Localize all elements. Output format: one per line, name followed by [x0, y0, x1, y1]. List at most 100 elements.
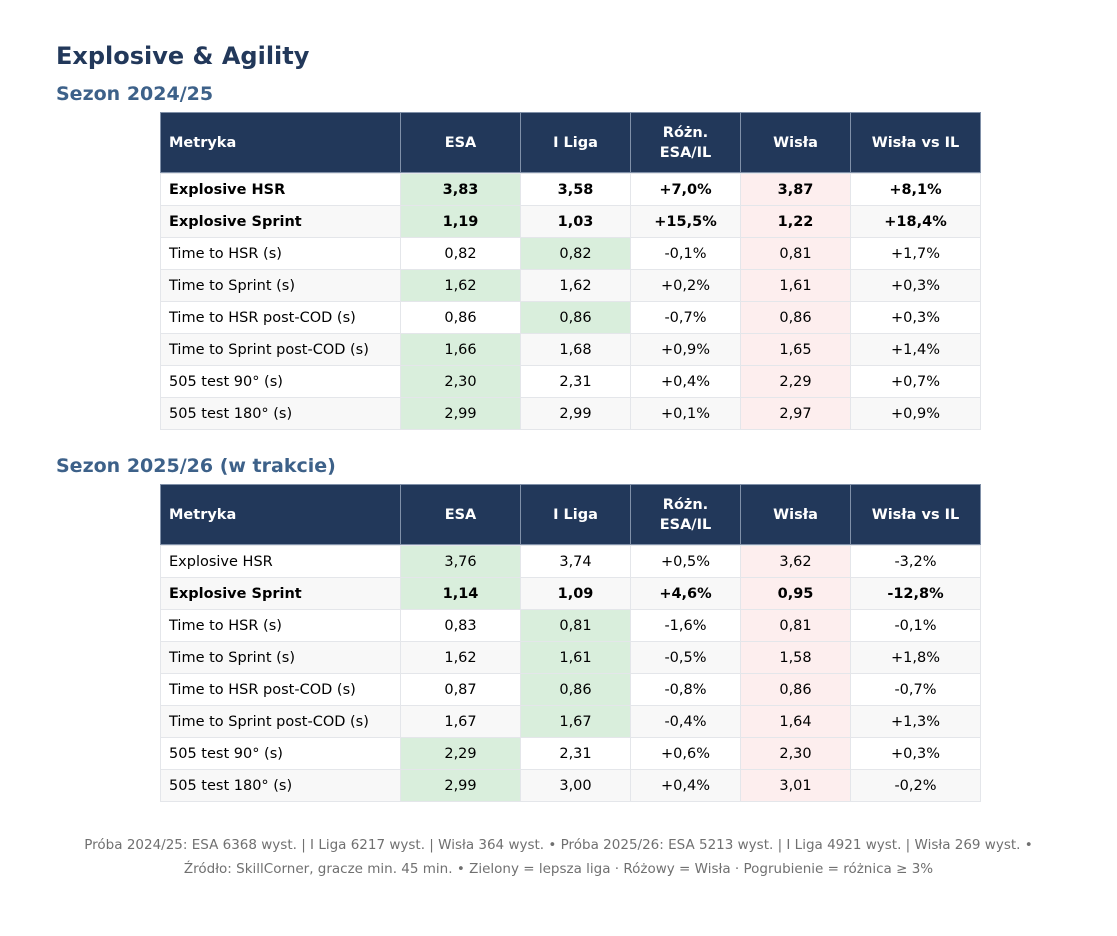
header-esa: ESA: [400, 112, 521, 173]
wisla-vs-cell: +1,8%: [850, 641, 981, 674]
header-wisla-vs: Wisła vs IL: [850, 112, 981, 173]
header-iliga: I Liga: [520, 484, 631, 545]
table-row: 505 test 180° (s) 2,99 3,00 +0,4% 3,01 -0,2%: [160, 769, 981, 802]
season-title: Sezon 2025/26 (w trakcie): [56, 455, 336, 477]
table-body: Explosive HSR 3,83 3,58 +7,0% 3,87 +8,1% Explo…: [160, 172, 981, 430]
iliga-cell: 3,00: [520, 769, 631, 802]
esa-cell: 1,67: [400, 705, 521, 738]
wisla-vs-cell: -0,2%: [850, 769, 981, 802]
diff-cell: +15,5%: [630, 205, 741, 238]
table-row: 505 test 90° (s) 2,30 2,31 +0,4% 2,29 +0,7%: [160, 365, 981, 398]
header-diff: Różn. ESA/IL: [630, 484, 741, 545]
table-row: Time to Sprint post-COD (s) 1,66 1,68 +0,9%…: [160, 333, 981, 366]
iliga-cell: 1,03: [520, 205, 631, 238]
footer-sample-note: Próba 2024/25: ESA 6368 wyst. | I Liga 6…: [84, 837, 1033, 853]
esa-cell: 0,87: [400, 673, 521, 706]
header-diff-line2: ESA/IL: [659, 144, 712, 161]
header-metric: Metryka: [160, 112, 401, 173]
wisla-cell: 1,65: [740, 333, 851, 366]
wisla-cell: 2,97: [740, 397, 851, 430]
iliga-cell: 1,67: [520, 705, 631, 738]
metric-cell: Time to Sprint post-COD (s): [160, 705, 401, 738]
metric-cell: Time to HSR post-COD (s): [160, 301, 401, 334]
esa-cell: 0,86: [400, 301, 521, 334]
table-row: Time to Sprint post-COD (s) 1,67 1,67 -0,4%…: [160, 705, 981, 738]
iliga-cell: 0,86: [520, 301, 631, 334]
header-wisla: Wisła: [740, 484, 851, 545]
esa-cell: 3,76: [400, 545, 521, 578]
metric-cell: Time to Sprint (s): [160, 269, 401, 302]
wisla-cell: 0,86: [740, 301, 851, 334]
diff-cell: -0,1%: [630, 237, 741, 270]
iliga-cell: 0,86: [520, 673, 631, 706]
wisla-vs-cell: -0,7%: [850, 673, 981, 706]
wisla-vs-cell: +1,7%: [850, 237, 981, 270]
diff-cell: +0,4%: [630, 365, 741, 398]
wisla-cell: 1,61: [740, 269, 851, 302]
esa-cell: 1,19: [400, 205, 521, 238]
header-metric: Metryka: [160, 484, 401, 545]
header-wisla: Wisła: [740, 112, 851, 173]
wisla-cell: 0,81: [740, 237, 851, 270]
wisla-vs-cell: +1,4%: [850, 333, 981, 366]
iliga-cell: 3,74: [520, 545, 631, 578]
wisla-vs-cell: +18,4%: [850, 205, 981, 238]
table-row: Time to HSR (s) 0,83 0,81 -1,6% 0,81 -0,1%: [160, 609, 981, 642]
wisla-cell: 1,64: [740, 705, 851, 738]
wisla-vs-cell: +0,9%: [850, 397, 981, 430]
wisla-cell: 2,29: [740, 365, 851, 398]
iliga-cell: 0,82: [520, 237, 631, 270]
stats-table-2024-25: Metryka ESA I Liga Różn. ESA/IL Wisła Wis…: [160, 112, 981, 430]
metric-cell: Explosive HSR: [160, 545, 401, 578]
metric-cell: Time to Sprint (s): [160, 641, 401, 674]
iliga-cell: 1,61: [520, 641, 631, 674]
diff-cell: +0,9%: [630, 333, 741, 366]
wisla-vs-cell: +1,3%: [850, 705, 981, 738]
esa-cell: 1,14: [400, 577, 521, 610]
esa-cell: 2,99: [400, 769, 521, 802]
wisla-cell: 1,58: [740, 641, 851, 674]
table-row: Time to Sprint (s) 1,62 1,61 -0,5% 1,58 +1,8%: [160, 641, 981, 674]
iliga-cell: 1,62: [520, 269, 631, 302]
wisla-vs-cell: +0,3%: [850, 269, 981, 302]
table-row: 505 test 180° (s) 2,99 2,99 +0,1% 2,97 +0,9%: [160, 397, 981, 430]
table-row: Explosive Sprint 1,14 1,09 +4,6% 0,95 -12,8%: [160, 577, 981, 610]
metric-cell: Time to Sprint post-COD (s): [160, 333, 401, 366]
wisla-vs-cell: +8,1%: [850, 173, 981, 206]
header-diff-line1: Różn.: [662, 124, 709, 141]
metric-cell: Explosive Sprint: [160, 205, 401, 238]
header-diff-line2: ESA/IL: [659, 516, 712, 533]
diff-cell: +0,2%: [630, 269, 741, 302]
metric-cell: 505 test 180° (s): [160, 397, 401, 430]
wisla-cell: 0,86: [740, 673, 851, 706]
diff-cell: +7,0%: [630, 173, 741, 206]
wisla-vs-cell: +0,7%: [850, 365, 981, 398]
iliga-cell: 3,58: [520, 173, 631, 206]
wisla-cell: 2,30: [740, 737, 851, 770]
wisla-cell: 3,01: [740, 769, 851, 802]
table-row: Time to HSR post-COD (s) 0,86 0,86 -0,7% 0,8…: [160, 301, 981, 334]
iliga-cell: 0,81: [520, 609, 631, 642]
diff-cell: +0,4%: [630, 769, 741, 802]
header-row: Metryka ESA I Liga Różn. ESA/IL Wisła Wis…: [160, 112, 981, 173]
iliga-cell: 2,31: [520, 365, 631, 398]
table-row: Explosive HSR 3,76 3,74 +0,5% 3,62 -3,2%: [160, 545, 981, 578]
metric-cell: 505 test 90° (s): [160, 365, 401, 398]
metric-cell: Time to HSR post-COD (s): [160, 673, 401, 706]
diff-cell: -0,7%: [630, 301, 741, 334]
esa-cell: 3,83: [400, 173, 521, 206]
diff-cell: +0,5%: [630, 545, 741, 578]
iliga-cell: 2,99: [520, 397, 631, 430]
diff-cell: -0,5%: [630, 641, 741, 674]
metric-cell: Time to HSR (s): [160, 609, 401, 642]
wisla-cell: 0,95: [740, 577, 851, 610]
header-esa: ESA: [400, 484, 521, 545]
diff-cell: +0,1%: [630, 397, 741, 430]
table-body: Explosive HSR 3,76 3,74 +0,5% 3,62 -3,2% Explo…: [160, 544, 981, 802]
header-row: Metryka ESA I Liga Różn. ESA/IL Wisła Wis…: [160, 484, 981, 545]
wisla-cell: 0,81: [740, 609, 851, 642]
esa-cell: 0,82: [400, 237, 521, 270]
table-row: Explosive HSR 3,83 3,58 +7,0% 3,87 +8,1%: [160, 173, 981, 206]
diff-cell: +0,6%: [630, 737, 741, 770]
table-row: Time to Sprint (s) 1,62 1,62 +0,2% 1,61 +0,3%: [160, 269, 981, 302]
